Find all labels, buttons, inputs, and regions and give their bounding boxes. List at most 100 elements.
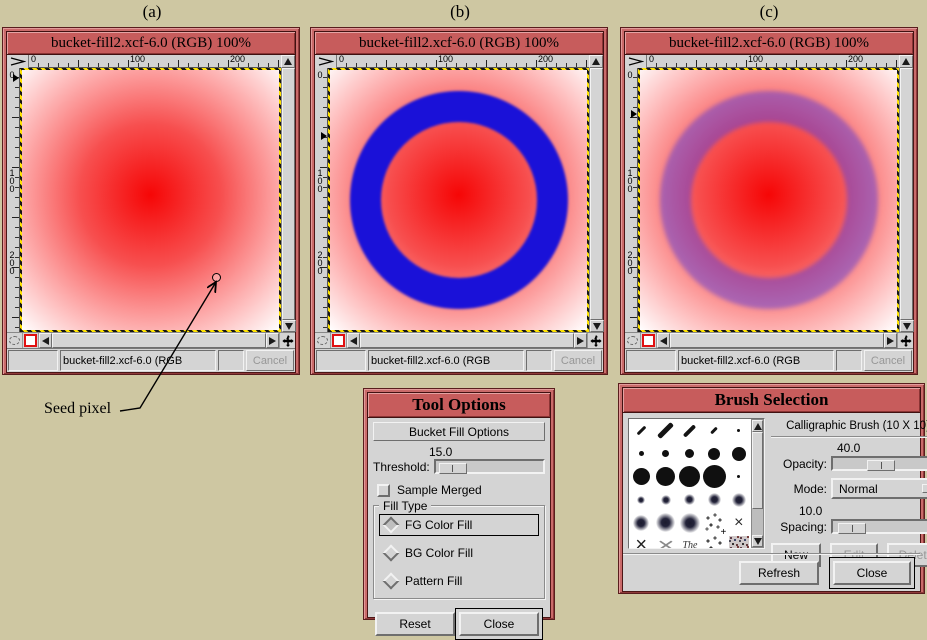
window-titlebar[interactable]: bucket-fill2.xcf-6.0 (RGB) 100%	[624, 31, 914, 55]
scrollbar-thumb[interactable]	[590, 68, 603, 320]
quickmask-on-button[interactable]	[641, 333, 657, 348]
horizontal-scrollbar[interactable]	[347, 333, 587, 348]
cancel-button[interactable]: Cancel	[246, 350, 294, 371]
brush-item-dot-1b[interactable]	[727, 465, 751, 488]
scroll-right-button[interactable]	[266, 333, 279, 348]
cancel-button[interactable]: Cancel	[864, 350, 912, 371]
scrollbar-thumb[interactable]	[670, 333, 884, 348]
brush-item-dot-8[interactable]	[653, 465, 677, 488]
vertical-scrollbar[interactable]	[281, 68, 296, 332]
pan-navigation-button[interactable]	[587, 333, 603, 348]
brush-grid-scrollbar[interactable]	[751, 419, 764, 548]
quickmask-off-button[interactable]	[7, 333, 23, 348]
image-canvas[interactable]	[20, 68, 281, 332]
brush-item-script[interactable]: The	[678, 534, 702, 548]
dialog-titlebar[interactable]: Brush Selection	[622, 387, 921, 413]
brush-item-dot-6[interactable]	[727, 442, 751, 465]
brush-item-scatter[interactable]	[702, 511, 726, 538]
brush-item-fuzzy-3[interactable]	[702, 488, 726, 511]
scrollbar-thumb[interactable]	[282, 68, 295, 320]
close-button[interactable]: Close	[459, 612, 539, 636]
pan-navigation-button[interactable]	[279, 333, 295, 348]
scroll-up-button[interactable]	[752, 420, 763, 432]
brush-item-vee[interactable]	[653, 534, 677, 548]
scroll-left-button[interactable]	[657, 333, 670, 348]
pan-navigation-button[interactable]	[897, 333, 913, 348]
threshold-value: 15.0	[429, 445, 453, 459]
refresh-button[interactable]: Refresh	[739, 560, 819, 585]
brush-item-fuzzy-2[interactable]	[653, 488, 677, 511]
slider-thumb[interactable]	[438, 463, 467, 474]
radio-pattern-fill[interactable]: Pattern Fill	[379, 570, 539, 592]
brush-item-dot-1[interactable]	[727, 419, 751, 442]
brush-item-fuzzy-3b[interactable]	[727, 488, 751, 511]
scroll-down-button[interactable]	[752, 535, 763, 547]
horizontal-scrollbar[interactable]	[657, 333, 897, 348]
ruler-origin-button[interactable]	[315, 55, 337, 68]
brush-thumbnail-icon	[710, 426, 719, 435]
brush-item-slash-xs[interactable]	[702, 419, 726, 442]
close-button[interactable]: Close	[833, 560, 911, 585]
brush-item-fuzzy-5[interactable]	[653, 511, 677, 534]
scroll-up-button[interactable]	[281, 55, 295, 68]
cancel-button[interactable]: Cancel	[554, 350, 602, 371]
radio-bg-color-fill[interactable]: BG Color Fill	[379, 542, 539, 564]
ruler-tick-label: 100	[438, 55, 454, 64]
window-titlebar[interactable]: bucket-fill2.xcf-6.0 (RGB) 100%	[6, 31, 296, 55]
brush-item-speckle[interactable]	[727, 534, 751, 548]
brush-item-fuzzy-1[interactable]	[629, 488, 653, 511]
scroll-left-button[interactable]	[39, 333, 52, 348]
brush-item-slash-l[interactable]	[653, 419, 677, 442]
scroll-left-button[interactable]	[347, 333, 360, 348]
brush-item-dot-5[interactable]	[702, 442, 726, 465]
brush-item-fuzzy-5b[interactable]	[678, 511, 702, 534]
brush-item-slash-m[interactable]	[678, 419, 702, 442]
brush-item-fuzzy-4[interactable]	[629, 511, 653, 534]
scroll-right-button[interactable]	[574, 333, 587, 348]
brush-item-dot-2[interactable]	[629, 442, 653, 465]
brush-item-scatter2[interactable]	[702, 534, 726, 548]
slider-thumb[interactable]	[838, 523, 866, 534]
image-canvas[interactable]	[638, 68, 899, 332]
brush-item-dot-3[interactable]	[653, 442, 677, 465]
scrollbar-thumb[interactable]	[52, 333, 266, 348]
brush-item-dot-4[interactable]	[678, 442, 702, 465]
scrollbar-thumb[interactable]	[752, 432, 763, 509]
spacing-slider[interactable]	[831, 519, 927, 534]
mode-dropdown[interactable]: Normal	[831, 478, 927, 499]
sample-merged-checkbox[interactable]	[377, 483, 390, 497]
brush-item-x-s[interactable]	[727, 511, 751, 534]
scroll-down-button[interactable]	[900, 320, 914, 332]
threshold-slider[interactable]	[433, 459, 545, 474]
image-canvas[interactable]	[328, 68, 589, 332]
scrollbar-thumb[interactable]	[360, 333, 574, 348]
brush-item-dot-10[interactable]	[702, 465, 726, 488]
scrollbar-thumb[interactable]	[900, 68, 913, 320]
slider-thumb[interactable]	[867, 460, 895, 471]
dialog-titlebar[interactable]: Tool Options	[367, 392, 551, 418]
scroll-up-button[interactable]	[899, 55, 913, 68]
scroll-down-button[interactable]	[590, 320, 604, 332]
window-titlebar[interactable]: bucket-fill2.xcf-6.0 (RGB) 100%	[314, 31, 604, 55]
quickmask-off-button[interactable]	[625, 333, 641, 348]
brush-item-slash-s[interactable]	[629, 419, 653, 442]
scroll-down-button[interactable]	[282, 320, 296, 332]
quickmask-on-button[interactable]	[23, 333, 39, 348]
scroll-up-button[interactable]	[589, 55, 603, 68]
vertical-scrollbar[interactable]	[589, 68, 604, 332]
horizontal-scrollbar[interactable]	[39, 333, 279, 348]
brush-item-dot-9[interactable]	[678, 465, 702, 488]
radio-fg-color-fill[interactable]: FG Color Fill	[379, 514, 539, 536]
ruler-origin-button[interactable]	[625, 55, 647, 68]
reset-button[interactable]: Reset	[375, 612, 455, 636]
scroll-right-button[interactable]	[884, 333, 897, 348]
brush-item-fuzzy-2b[interactable]	[678, 488, 702, 511]
quickmask-on-button[interactable]	[331, 333, 347, 348]
ruler-origin-button[interactable]	[7, 55, 29, 68]
vertical-scrollbar[interactable]	[899, 68, 914, 332]
brush-item-dot-7[interactable]	[629, 465, 653, 488]
quickmask-off-button[interactable]	[315, 333, 331, 348]
delete-brush-button[interactable]: Delete	[887, 543, 927, 567]
brush-item-x-l[interactable]	[629, 534, 653, 548]
opacity-slider[interactable]	[831, 456, 927, 471]
